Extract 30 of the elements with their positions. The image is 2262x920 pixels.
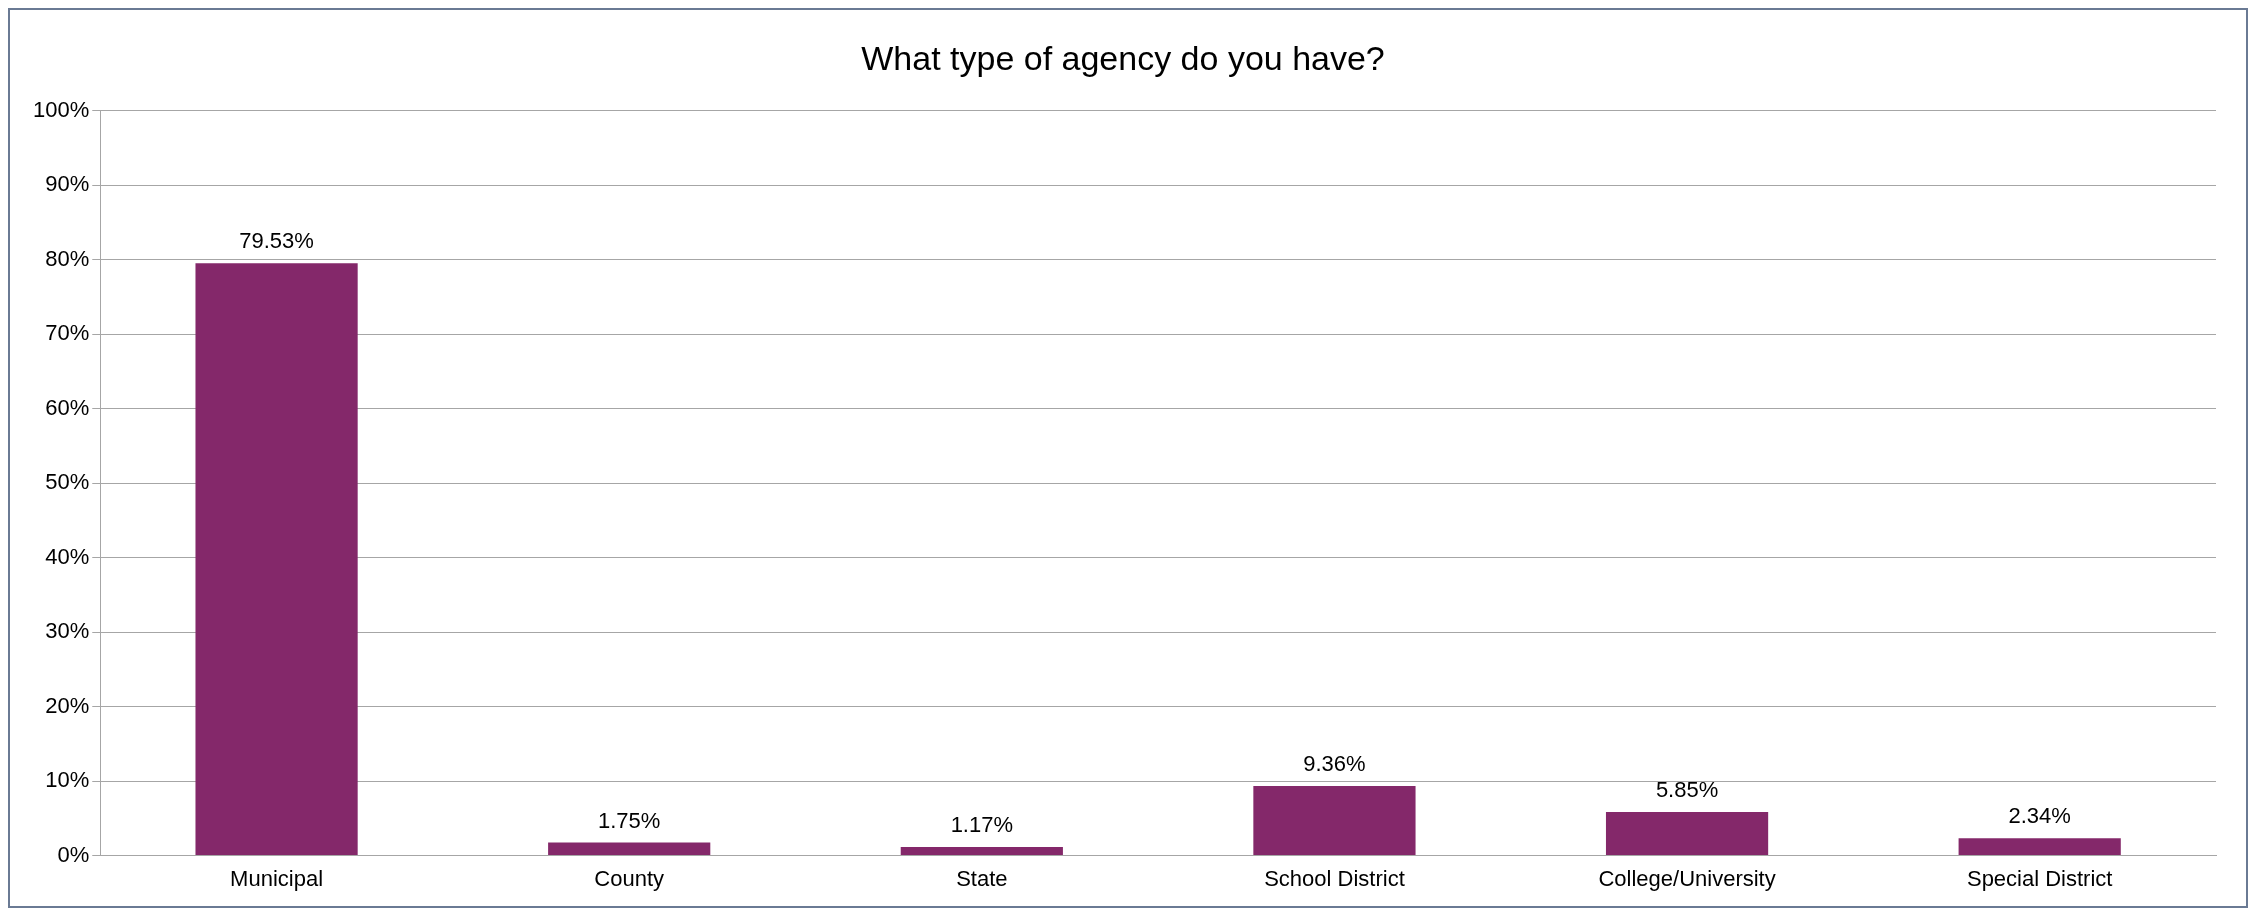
x-tick-label: County <box>594 865 665 891</box>
bar <box>900 846 1063 856</box>
y-tick-label: 10% <box>45 767 90 793</box>
bar <box>1605 812 1769 856</box>
y-tick-label: 90% <box>45 171 90 197</box>
y-tick-label: 50% <box>45 469 90 495</box>
chart-title: What type of agency do you have? <box>861 38 1385 77</box>
data-label: 9.36% <box>1303 750 1366 776</box>
y-tick-label: 80% <box>45 245 90 271</box>
bar <box>1958 838 2121 856</box>
data-label: 1.75% <box>598 807 661 833</box>
y-tick-label: 40% <box>45 543 90 569</box>
bar <box>195 263 358 856</box>
y-tick-label: 60% <box>45 394 90 420</box>
y-tick-label: 70% <box>45 320 90 346</box>
data-label: 2.34% <box>2008 803 2071 829</box>
x-tick-label: Municipal <box>230 865 324 891</box>
y-tick-label: 100% <box>32 96 90 122</box>
data-label: 5.85% <box>1655 777 1719 803</box>
y-tick-label: 30% <box>45 618 90 644</box>
y-tick-label: 20% <box>45 692 90 718</box>
data-label: 1.17% <box>950 811 1014 837</box>
x-tick-label: College/University <box>1598 865 1776 891</box>
bar <box>548 842 711 856</box>
x-tick-label: State <box>956 865 1008 891</box>
y-tick-label: 0% <box>57 841 90 867</box>
data-label: 79.53% <box>239 228 314 254</box>
x-tick-label: Special District <box>1966 865 2113 891</box>
bar <box>1253 785 1416 856</box>
x-tick-label: School District <box>1264 865 1405 891</box>
